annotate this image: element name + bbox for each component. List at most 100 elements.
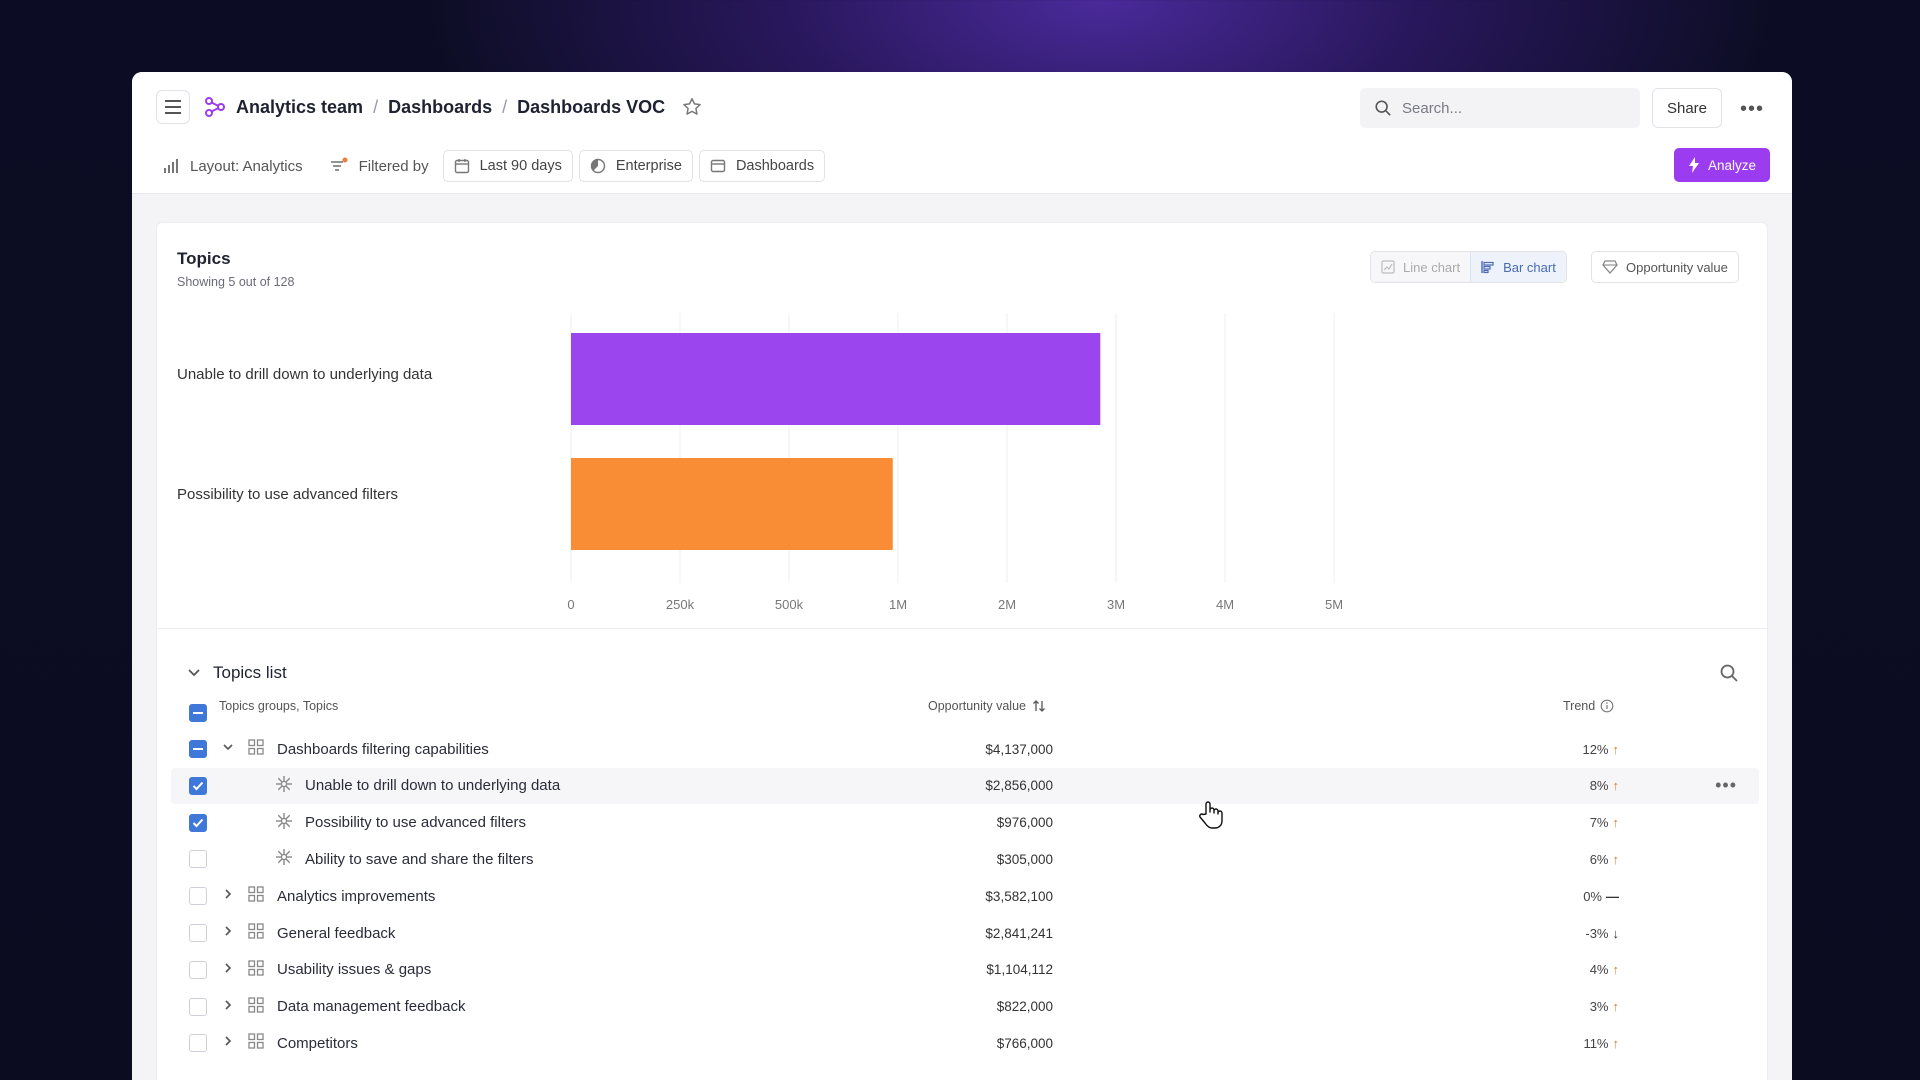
row-more-icon[interactable]: ••• <box>1715 775 1737 796</box>
layout-selector[interactable]: Layout: Analytics <box>162 157 303 175</box>
topic-name: Data management feedback <box>277 998 466 1016</box>
chevron-right-icon[interactable] <box>221 998 235 1016</box>
x-tick-label: 250k <box>666 597 695 612</box>
row-checkbox[interactable] <box>189 1034 207 1053</box>
select-all-checkbox[interactable] <box>189 704 207 722</box>
row-checkbox[interactable] <box>189 850 207 869</box>
arrow-up-icon: ↑ <box>1612 815 1620 831</box>
breadcrumb-dashboards[interactable]: Dashboards <box>388 96 493 117</box>
row-checkbox[interactable] <box>189 776 207 795</box>
trend-value: 11% ↑ <box>1583 1036 1619 1051</box>
opportunity-value: $976,000 <box>996 815 1053 831</box>
table-row[interactable]: General feedback $2,841,241 -3% ↓ <box>171 915 1759 951</box>
table-row[interactable]: Analytics improvements $3,582,100 0% — <box>171 878 1759 914</box>
breadcrumb-team[interactable]: Analytics team <box>236 96 364 117</box>
row-checkbox[interactable] <box>189 740 207 758</box>
trend-percent: 11% <box>1583 1035 1609 1051</box>
category-label: Possibility to use advanced filters <box>177 486 398 503</box>
arrow-down-icon: ↓ <box>1612 925 1620 941</box>
trend-percent: 12% <box>1582 741 1609 757</box>
divider <box>157 628 1767 629</box>
dash-icon: — <box>1606 888 1619 904</box>
chevron-down-icon <box>188 669 200 677</box>
topics-list-header[interactable]: Topics list <box>187 663 287 683</box>
x-tick-label: 0 <box>567 597 574 612</box>
bar[interactable] <box>571 333 1101 425</box>
check-icon <box>192 818 204 828</box>
chevron-right-icon[interactable] <box>221 887 235 905</box>
toolbar: Layout: Analytics Filtered by Last 90 da… <box>162 150 831 182</box>
topic-name: Unable to drill down to underlying data <box>305 777 561 795</box>
filter-chip-source[interactable]: Dashboards <box>698 150 826 182</box>
window-icon <box>710 159 726 173</box>
topic-name: General feedback <box>277 924 396 942</box>
row-checkbox[interactable] <box>189 960 207 979</box>
star-icon[interactable] <box>681 96 703 118</box>
filter-chip-date[interactable]: Last 90 days <box>442 150 573 182</box>
topic-icon <box>275 848 293 870</box>
filter-chip-segment[interactable]: Enterprise <box>578 150 693 182</box>
line-chart-button[interactable]: Line chart <box>1371 252 1471 282</box>
table-row[interactable]: Data management feedback $822,000 3% ↑ <box>171 989 1759 1025</box>
calendar-icon <box>454 159 469 174</box>
table-row[interactable]: Competitors $766,000 11% ↑ <box>171 1025 1759 1061</box>
table-row[interactable]: Dashboards filtering capabilities $4,137,… <box>171 731 1759 767</box>
chevron-right-icon[interactable] <box>221 1034 235 1052</box>
trend-percent: 8% <box>1589 778 1609 794</box>
hand-cursor-icon <box>1199 801 1223 829</box>
opportunity-value: $3,582,100 <box>985 888 1053 904</box>
line-chart-label: Line chart <box>1403 259 1461 275</box>
category-label: Unable to drill down to underlying data <box>177 366 433 383</box>
arrow-up-icon: ↑ <box>1612 1035 1620 1051</box>
trend-value: 12% ↑ <box>1582 742 1619 757</box>
column-header-name: Topics groups, Topics <box>219 699 339 713</box>
search-input[interactable]: Search... <box>1360 88 1640 128</box>
more-options-icon[interactable]: ••• <box>1740 98 1765 120</box>
search-icon[interactable] <box>1719 663 1739 683</box>
column-header-trend: Trend <box>1563 699 1614 713</box>
row-checkbox[interactable] <box>189 997 207 1016</box>
bar-chart-button[interactable]: Bar chart <box>1470 252 1566 282</box>
column-header-value[interactable]: Opportunity value <box>928 699 1046 713</box>
arrow-up-icon: ↑ <box>1612 851 1620 867</box>
row-checkbox[interactable] <box>189 924 207 942</box>
x-tick-label: 4M <box>1216 597 1234 612</box>
breadcrumb-separator: / <box>373 96 379 117</box>
bar-chart-icon <box>1481 261 1494 274</box>
chevron-right-icon[interactable] <box>221 924 235 942</box>
share-button[interactable]: Share <box>1652 88 1722 128</box>
menu-button[interactable] <box>156 90 190 124</box>
trend-value: 0% — <box>1583 889 1619 904</box>
opportunity-value: $2,856,000 <box>985 778 1053 794</box>
topics-list-title: Topics list <box>213 663 287 682</box>
chart-type-toggle: Line chart Bar chart <box>1370 251 1567 283</box>
trend-percent: 3% <box>1589 999 1609 1015</box>
chart-svg: 0 250k 500k 1M 2M 3M 4M 5M Unable to drill down … <box>177 313 1343 612</box>
topic-name: Analytics improvements <box>277 887 436 905</box>
trend-percent: -3% <box>1585 925 1609 941</box>
info-icon[interactable] <box>1600 699 1614 713</box>
chevron-down-icon[interactable] <box>221 740 235 758</box>
chevron-right-icon[interactable] <box>221 961 235 979</box>
filter-button[interactable]: Filtered by <box>329 157 429 175</box>
table-row[interactable]: Possibility to use advanced filters $976,… <box>171 805 1759 841</box>
trend-percent: 6% <box>1589 851 1609 867</box>
row-checkbox[interactable] <box>189 887 207 906</box>
metric-label: Opportunity value <box>1626 259 1728 275</box>
arrow-up-icon: ↑ <box>1612 741 1620 757</box>
table-row[interactable]: Usability issues & gaps $1,104,112 4% ↑ <box>171 952 1759 988</box>
arrow-up-icon: ↑ <box>1612 778 1620 794</box>
analyze-button[interactable]: Analyze <box>1674 148 1770 182</box>
opportunity-value: $4,137,000 <box>985 741 1053 757</box>
diamond-icon <box>1602 260 1618 274</box>
table-row[interactable]: Ability to save and share the filters $30… <box>171 841 1759 877</box>
arrow-up-icon: ↑ <box>1612 962 1620 978</box>
opportunity-value: $1,104,112 <box>986 962 1053 978</box>
topic-name: Possibility to use advanced filters <box>305 814 526 832</box>
row-checkbox[interactable] <box>189 813 207 832</box>
metric-selector[interactable]: Opportunity value <box>1591 251 1739 283</box>
x-tick-label: 3M <box>1107 597 1125 612</box>
table-row[interactable]: Unable to drill down to underlying data $… <box>171 767 1759 804</box>
trend-percent: 0% <box>1583 888 1602 904</box>
bar[interactable] <box>571 458 893 550</box>
